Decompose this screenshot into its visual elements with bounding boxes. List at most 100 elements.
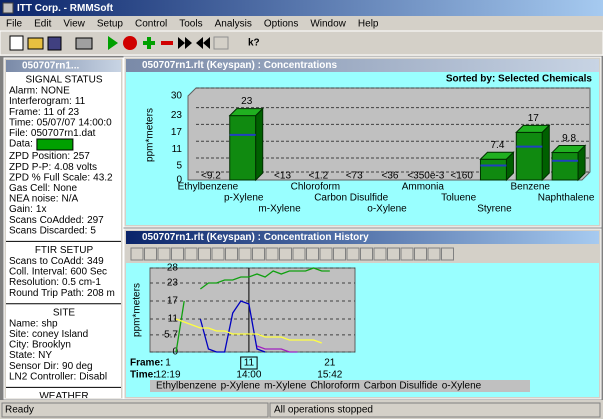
tool-btn[interactable]: [198, 247, 211, 261]
print-btn[interactable]: [75, 37, 93, 50]
y-tick-label: 5.7: [164, 330, 178, 341]
y-tick-label: 11: [168, 314, 179, 325]
status-label: Interferogram:: [9, 96, 72, 107]
status-value: 05/07/07 14:00:0: [37, 117, 113, 128]
tool-btn[interactable]: [252, 247, 265, 261]
tool-btn[interactable]: [333, 247, 346, 261]
tool-btn[interactable]: [400, 247, 414, 261]
tool-btn[interactable]: [306, 247, 319, 261]
y-tick-label: 0: [176, 175, 182, 186]
value-label: <73: [346, 171, 363, 182]
status-label: ZPD % Full Scale:: [9, 172, 90, 183]
category-label: o-Xylene: [367, 204, 407, 215]
category-label: p-Xylene: [224, 193, 264, 204]
toolbar: k?: [0, 30, 603, 56]
run-btn[interactable]: [108, 36, 118, 50]
value-label: 23: [241, 96, 253, 107]
tool-btn[interactable]: [292, 247, 306, 261]
status-body: [6, 72, 121, 398]
status-label: Scans to CoAdd:: [9, 256, 84, 267]
tool-btn[interactable]: [171, 247, 184, 261]
tool-btn[interactable]: [360, 247, 373, 261]
new-btn[interactable]: [9, 35, 24, 51]
status-value: N/A: [61, 194, 78, 205]
y-tick-label: 5: [176, 161, 182, 172]
value-label: 7.4: [491, 140, 505, 151]
toolbar-bg: [0, 30, 603, 56]
hist-title: 050707rn1.rlt (Keyspan) : Concentration …: [142, 232, 369, 243]
time-tick-label: 15:42: [317, 370, 342, 381]
tool-btn[interactable]: [414, 247, 427, 261]
status-label: Time:: [9, 117, 34, 128]
hist-y-label: ppm*meters: [132, 283, 143, 337]
tool-btn[interactable]: [157, 247, 171, 261]
category-label: Ammonia: [402, 182, 445, 193]
menu-item[interactable]: Setup: [97, 19, 124, 30]
tool-btn[interactable]: [211, 247, 225, 261]
status-value: 208 m: [87, 288, 115, 299]
end-btn[interactable]: [213, 36, 229, 50]
tool-btn[interactable]: [346, 247, 360, 261]
tool-btn[interactable]: [427, 247, 441, 261]
tool-btn[interactable]: [279, 247, 292, 261]
tool-btn[interactable]: [387, 247, 400, 261]
frame-box: [240, 356, 258, 370]
status-value: 050707rn1.dat: [31, 128, 96, 139]
menu-item[interactable]: Options: [264, 19, 298, 30]
save-btn[interactable]: [47, 36, 62, 51]
status-value: None: [53, 183, 77, 194]
tool-btn[interactable]: [238, 247, 252, 261]
status-label: Site:: [9, 329, 29, 340]
menu-item[interactable]: Tools: [179, 19, 202, 30]
menu-item[interactable]: Window: [310, 19, 346, 30]
y-tick-label: 23: [167, 278, 179, 289]
legend-entry: Carbon Disulfide: [364, 381, 438, 392]
add-btn[interactable]: [143, 37, 155, 49]
bar: [229, 115, 257, 181]
status-value: 1x: [36, 204, 47, 215]
series-line: [256, 345, 298, 353]
tool-btn[interactable]: [319, 247, 333, 261]
status-label: File:: [9, 128, 28, 139]
frame-label: Frame:: [130, 358, 163, 369]
menu-item[interactable]: Control: [135, 19, 167, 30]
tool-btn[interactable]: [225, 247, 238, 261]
tool-btn[interactable]: [144, 247, 157, 261]
y-tick-label: 28: [167, 263, 179, 274]
tool-btn[interactable]: [265, 247, 279, 261]
next-btn[interactable]: [178, 37, 192, 49]
help-btn-icon[interactable]: k?: [248, 38, 260, 49]
status-value: 43.2: [93, 172, 113, 183]
menu-item[interactable]: File: [6, 19, 23, 30]
menu-item[interactable]: View: [63, 19, 85, 30]
section-heading: WEATHER: [39, 391, 88, 402]
hist-toolbar: [130, 247, 454, 261]
prev-btn[interactable]: [196, 37, 210, 49]
menu-item[interactable]: Analysis: [215, 19, 252, 30]
status-value: Brooklyn: [32, 340, 71, 351]
status-value: NY: [38, 350, 52, 361]
status-value: NONE: [41, 86, 70, 97]
status-pane: [269, 402, 601, 418]
status-value: 90 deg: [62, 361, 93, 372]
status-label: Round Trip Path:: [9, 288, 84, 299]
tool-btn[interactable]: [130, 247, 144, 261]
status-label: State:: [9, 350, 35, 361]
tool-btn[interactable]: [184, 247, 198, 261]
series-line: [199, 267, 330, 290]
status-label: City:: [9, 340, 29, 351]
y-tick-label: 17: [167, 296, 179, 307]
stop-btn[interactable]: [123, 36, 137, 50]
status-label: NEA noise:: [9, 194, 58, 205]
tool-btn[interactable]: [373, 247, 387, 261]
menu-item[interactable]: Edit: [34, 19, 51, 30]
app-title: ITT Corp. - RMMSoft: [17, 3, 114, 14]
status-value: 349: [87, 256, 104, 267]
value-label: <1.2: [308, 171, 328, 182]
open-btn[interactable]: [27, 37, 44, 50]
menu-item[interactable]: Help: [358, 19, 379, 30]
tool-btn[interactable]: [441, 247, 454, 261]
